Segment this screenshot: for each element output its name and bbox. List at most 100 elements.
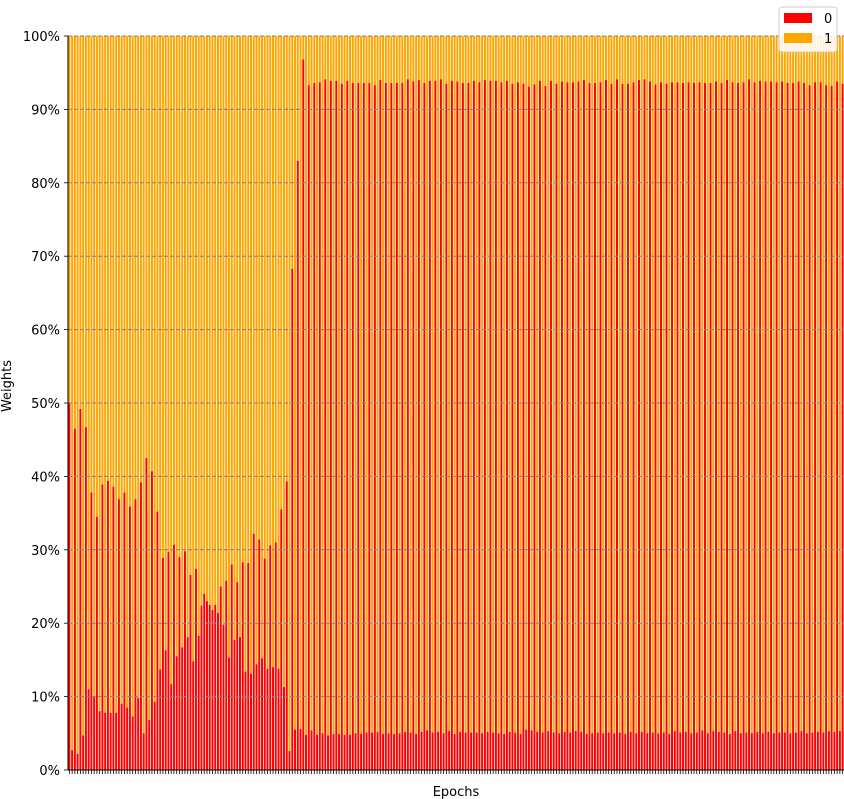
bar-series-1 — [728, 36, 731, 735]
bar-series-1 — [651, 36, 654, 733]
bar-series-0 — [445, 83, 448, 770]
bar-series-0 — [395, 82, 398, 770]
bar-series-0 — [272, 667, 274, 770]
y-tick-label: 50% — [31, 397, 60, 412]
bar-series-0 — [599, 82, 602, 770]
bar-series-0 — [827, 731, 830, 770]
bar-series-1 — [401, 36, 404, 83]
bar-series-0 — [607, 732, 610, 770]
bar-series-0 — [626, 83, 629, 770]
bar-series-1 — [836, 36, 839, 82]
bar-series-1 — [434, 36, 437, 81]
bar-series-0 — [404, 731, 407, 770]
bar-series-1 — [420, 36, 423, 732]
bar-series-1 — [483, 36, 486, 81]
bar-series-1 — [508, 36, 511, 732]
bar-series-1 — [695, 36, 698, 733]
bar-series-0 — [541, 732, 544, 770]
bar-series-1 — [266, 36, 269, 669]
bar-series-1 — [503, 36, 506, 735]
bar-series-0 — [483, 80, 486, 771]
legend-label-0: 0 — [824, 12, 832, 27]
bar-series-0 — [233, 640, 236, 770]
bar-series-1 — [318, 36, 321, 83]
bar-series-1 — [357, 36, 360, 83]
bar-series-0 — [170, 684, 173, 770]
bar-series-0 — [415, 734, 418, 770]
bar-series-1 — [726, 36, 729, 81]
bar-series-1 — [178, 36, 181, 558]
bar-series-1 — [203, 36, 206, 594]
bar-series-0 — [574, 731, 577, 770]
bar-series-0 — [71, 750, 74, 770]
bar-series-0 — [354, 733, 357, 770]
bar-series-1 — [486, 36, 489, 732]
bar-series-1 — [450, 36, 453, 81]
bar-series-1 — [104, 36, 107, 713]
bar-series-1 — [596, 36, 599, 733]
bar-series-1 — [538, 36, 541, 81]
bar-series-1 — [838, 36, 841, 732]
legend-swatch-0 — [784, 13, 812, 23]
bar-series-1 — [208, 36, 211, 605]
bar-series-0 — [767, 731, 770, 770]
bar-series-0 — [258, 539, 261, 770]
bar-series-0 — [497, 733, 500, 770]
bar-series-0 — [360, 734, 363, 770]
bar-series-1 — [604, 36, 607, 81]
bar-series-1 — [825, 36, 828, 86]
bar-series-0 — [417, 80, 420, 771]
bar-series-0 — [536, 731, 539, 770]
bar-series-1 — [709, 36, 712, 83]
bar-series-1 — [549, 36, 552, 81]
bar-series-1 — [453, 36, 456, 735]
bar-series-1 — [481, 36, 484, 734]
bar-series-0 — [478, 82, 481, 770]
bar-series-0 — [214, 604, 217, 770]
bar-series-0 — [426, 730, 429, 770]
bar-series-1 — [349, 36, 352, 735]
bar-series-1 — [827, 36, 830, 732]
bar-series-1 — [599, 36, 602, 83]
bar-series-0 — [811, 732, 814, 770]
bar-series-0 — [582, 80, 585, 771]
bar-series-1 — [84, 36, 87, 428]
bar-series-1 — [514, 36, 517, 733]
bar-series-0 — [305, 734, 308, 770]
bar-series-1 — [494, 36, 497, 81]
bar-series-0 — [453, 734, 456, 770]
bar-series-0 — [533, 84, 536, 771]
bar-series-0 — [420, 731, 423, 770]
bar-series-0 — [753, 82, 756, 770]
bar-series-1 — [516, 36, 519, 83]
bar-series-0 — [838, 731, 841, 770]
bar-series-0 — [327, 735, 330, 770]
bar-series-1 — [98, 36, 101, 712]
bar-series-1 — [230, 36, 233, 565]
bar-series-1 — [684, 36, 687, 732]
bar-series-0 — [175, 656, 178, 770]
bar-series-0 — [569, 732, 572, 770]
bar-series-1 — [770, 36, 773, 82]
bar-series-0 — [472, 80, 475, 771]
bar-series-0 — [734, 731, 737, 770]
bar-series-1 — [805, 36, 808, 734]
bar-series-0 — [203, 593, 206, 770]
bar-series-1 — [371, 36, 374, 733]
bar-series-0 — [346, 80, 349, 771]
bar-series-1 — [192, 36, 195, 662]
bar-series-1 — [360, 36, 363, 735]
bar-series-1 — [723, 36, 726, 733]
bar-series-0 — [406, 79, 409, 770]
bar-series-0 — [830, 85, 833, 771]
bar-series-0 — [701, 730, 704, 770]
bar-series-1 — [638, 36, 640, 81]
bar-series-0 — [316, 734, 319, 770]
bar-series-1 — [748, 36, 751, 80]
bar-series-0 — [709, 82, 712, 770]
bar-series-0 — [145, 458, 148, 770]
bar-series-1 — [668, 36, 671, 735]
bar-series-0 — [706, 733, 709, 770]
bar-series-0 — [803, 82, 806, 770]
